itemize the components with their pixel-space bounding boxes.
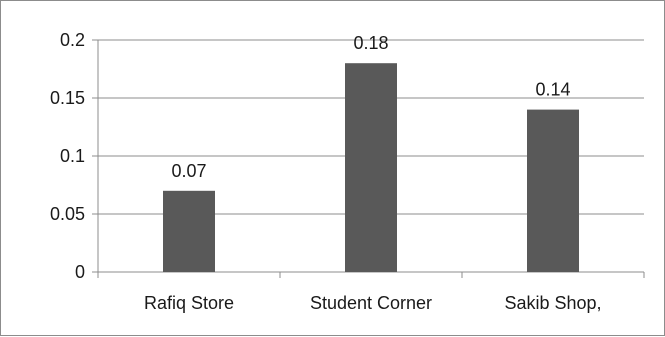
bar-layer	[163, 63, 579, 273]
y-tick-label: 0.05	[50, 204, 85, 224]
x-tick-label: Rafiq Store	[144, 293, 234, 313]
x-tick-label: Sakib Shop,	[504, 293, 601, 313]
data-label: 0.07	[171, 161, 206, 181]
label-layer: 0 0.05 0.1 0.15 0.2 0.07 Rafiq Store 0.18 Studen…	[50, 30, 602, 313]
y-tick-label: 0.2	[60, 30, 85, 50]
x-tick-label: Student Corner	[310, 293, 432, 313]
y-tick-label: 0.1	[60, 146, 85, 166]
y-tick-label: 0.15	[50, 88, 85, 108]
data-label: 0.18	[353, 33, 388, 53]
bar	[345, 63, 397, 273]
y-tick-label: 0	[75, 262, 85, 282]
bar	[527, 109, 579, 272]
data-label: 0.14	[535, 80, 570, 100]
bar	[163, 190, 215, 272]
